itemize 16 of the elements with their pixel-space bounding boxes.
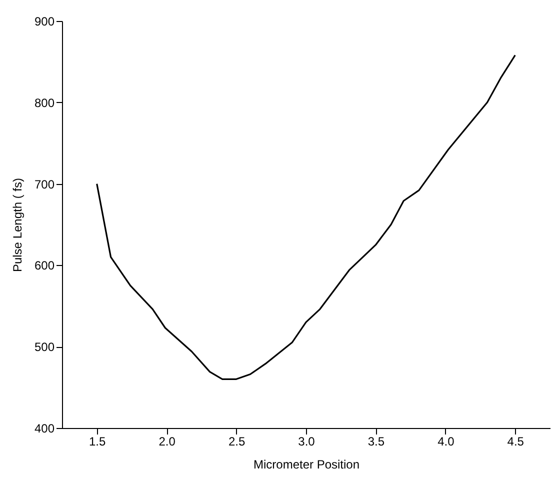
x-tick-label: 3.0 <box>298 434 316 448</box>
line-series <box>96 54 516 380</box>
y-tick-label: 700 <box>34 177 55 192</box>
y-tick-label: 500 <box>34 340 55 354</box>
y-tick-label: 600 <box>34 258 55 273</box>
x-axis-title: Micrometer Position <box>253 458 360 472</box>
x-tick-label: 4.5 <box>507 434 524 448</box>
x-tick-label: 4.0 <box>438 434 455 448</box>
x-tick-label: 2.0 <box>158 434 176 448</box>
x-tick-label: 1.5 <box>89 434 106 448</box>
y-tick-label: 800 <box>34 96 55 110</box>
y-tick-label: 900 <box>34 14 55 28</box>
x-tick-label: 3.5 <box>368 434 385 448</box>
y-tick-label: 400 <box>34 422 55 436</box>
x-tick-label: 2.5 <box>228 434 246 448</box>
y-axis-title: Pulse Length ( fs) <box>10 178 24 272</box>
